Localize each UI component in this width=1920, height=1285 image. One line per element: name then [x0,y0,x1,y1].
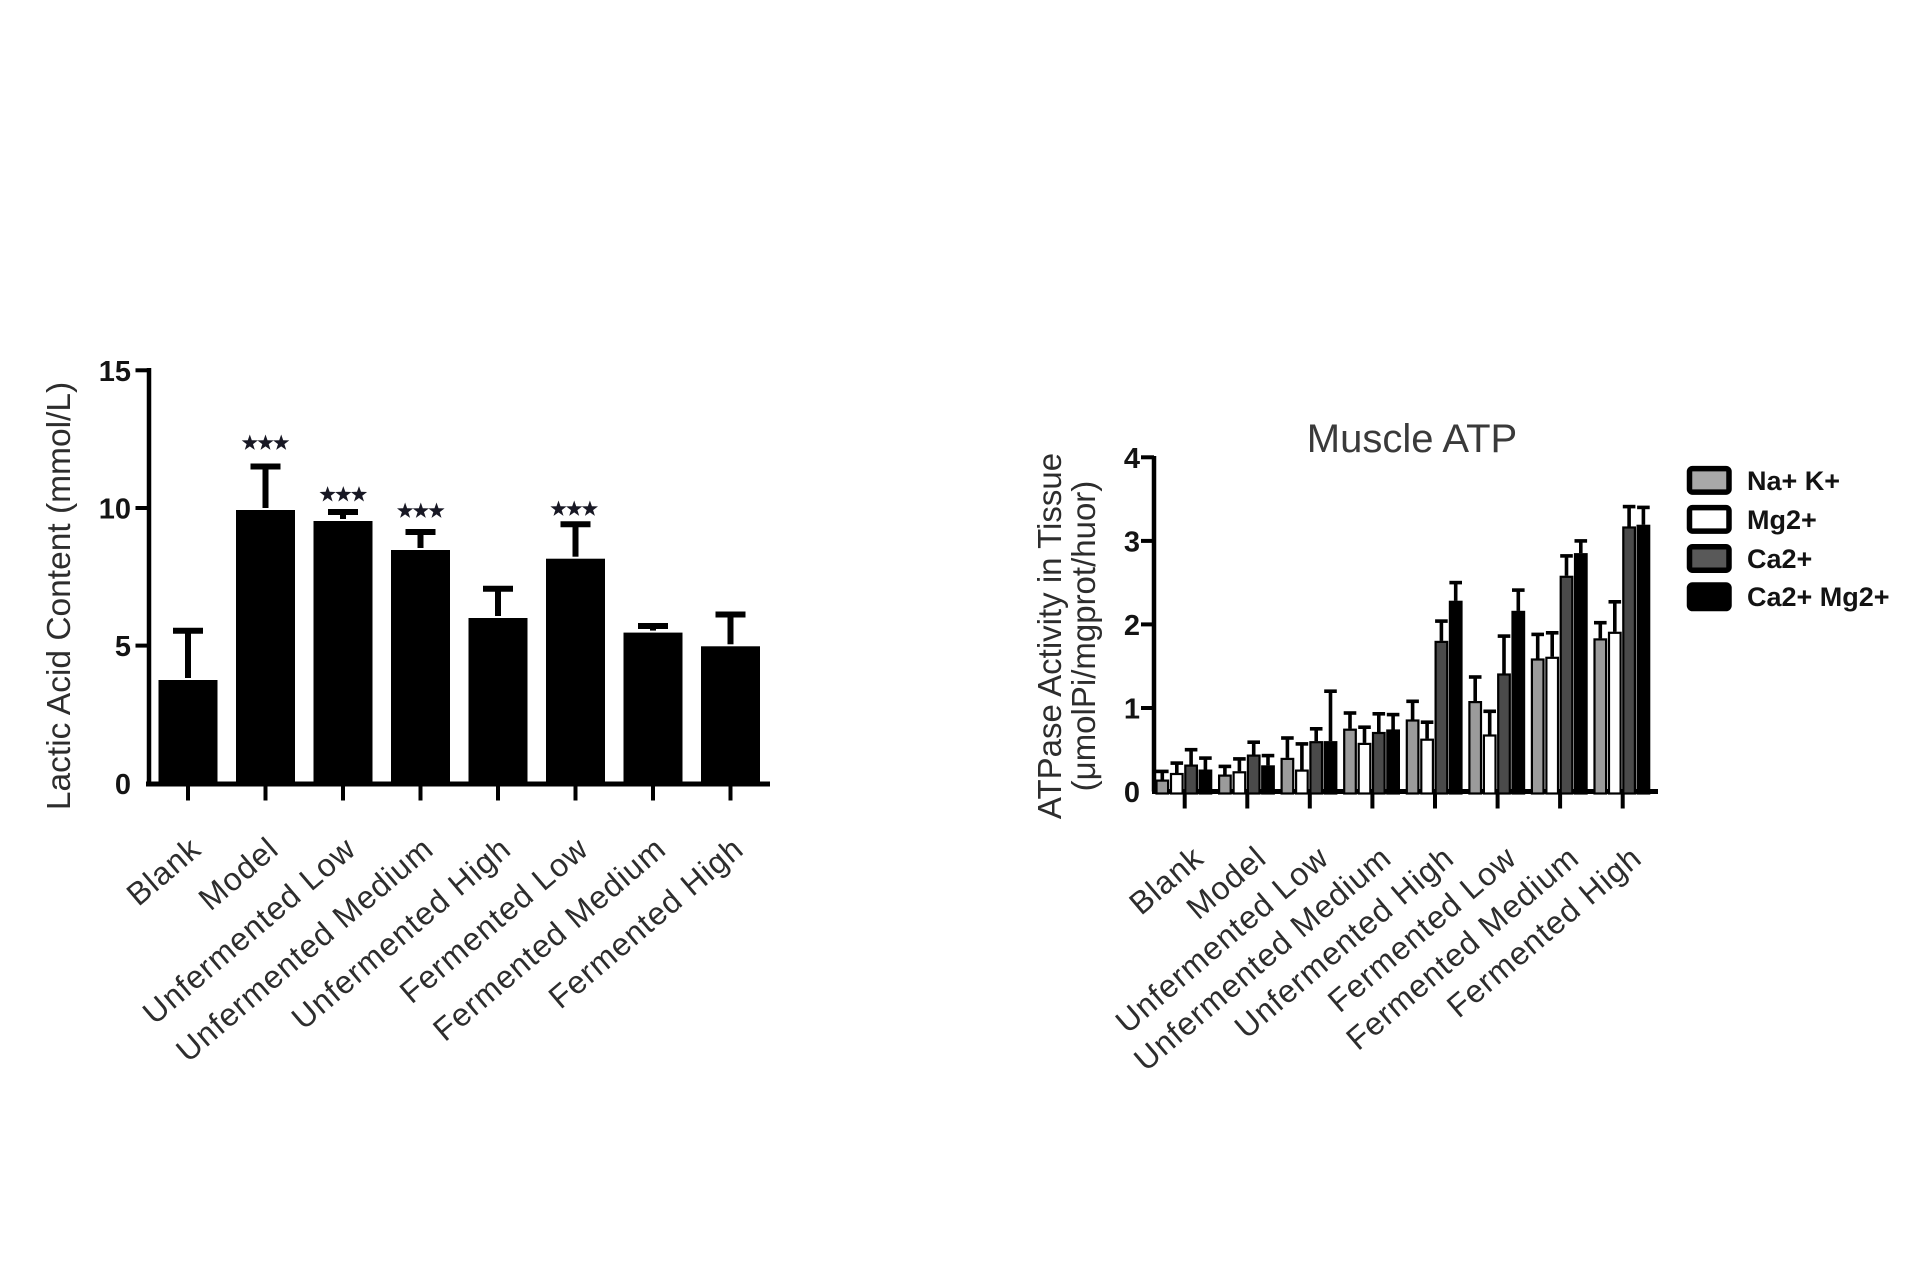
svg-text:(μmolPi/mgprot/huor): (μmolPi/mgprot/huor) [1065,481,1102,792]
svg-text:15: 15 [99,356,131,388]
svg-text:1: 1 [1124,694,1140,726]
svg-text:Mg2+: Mg2+ [1747,505,1817,535]
svg-text:10: 10 [99,494,131,526]
svg-text:Na+ K+: Na+ K+ [1747,466,1840,496]
svg-text:Ca2+: Ca2+ [1747,544,1812,574]
svg-text:0: 0 [115,769,131,801]
svg-text:3: 3 [1124,526,1140,558]
svg-text:2: 2 [1124,610,1140,642]
svg-text:0: 0 [1124,777,1140,809]
svg-text:Ca2+ Mg2+: Ca2+ Mg2+ [1747,582,1890,612]
svg-text:Muscle ATP: Muscle ATP [1307,417,1517,461]
svg-text:4: 4 [1124,443,1140,475]
svg-text:Lactic Acid Content (mmol/L): Lactic Acid Content (mmol/L) [41,382,78,810]
svg-text:5: 5 [115,631,131,663]
svg-text:ATPase Activity in Tissue: ATPase Activity in Tissue [1031,453,1068,819]
